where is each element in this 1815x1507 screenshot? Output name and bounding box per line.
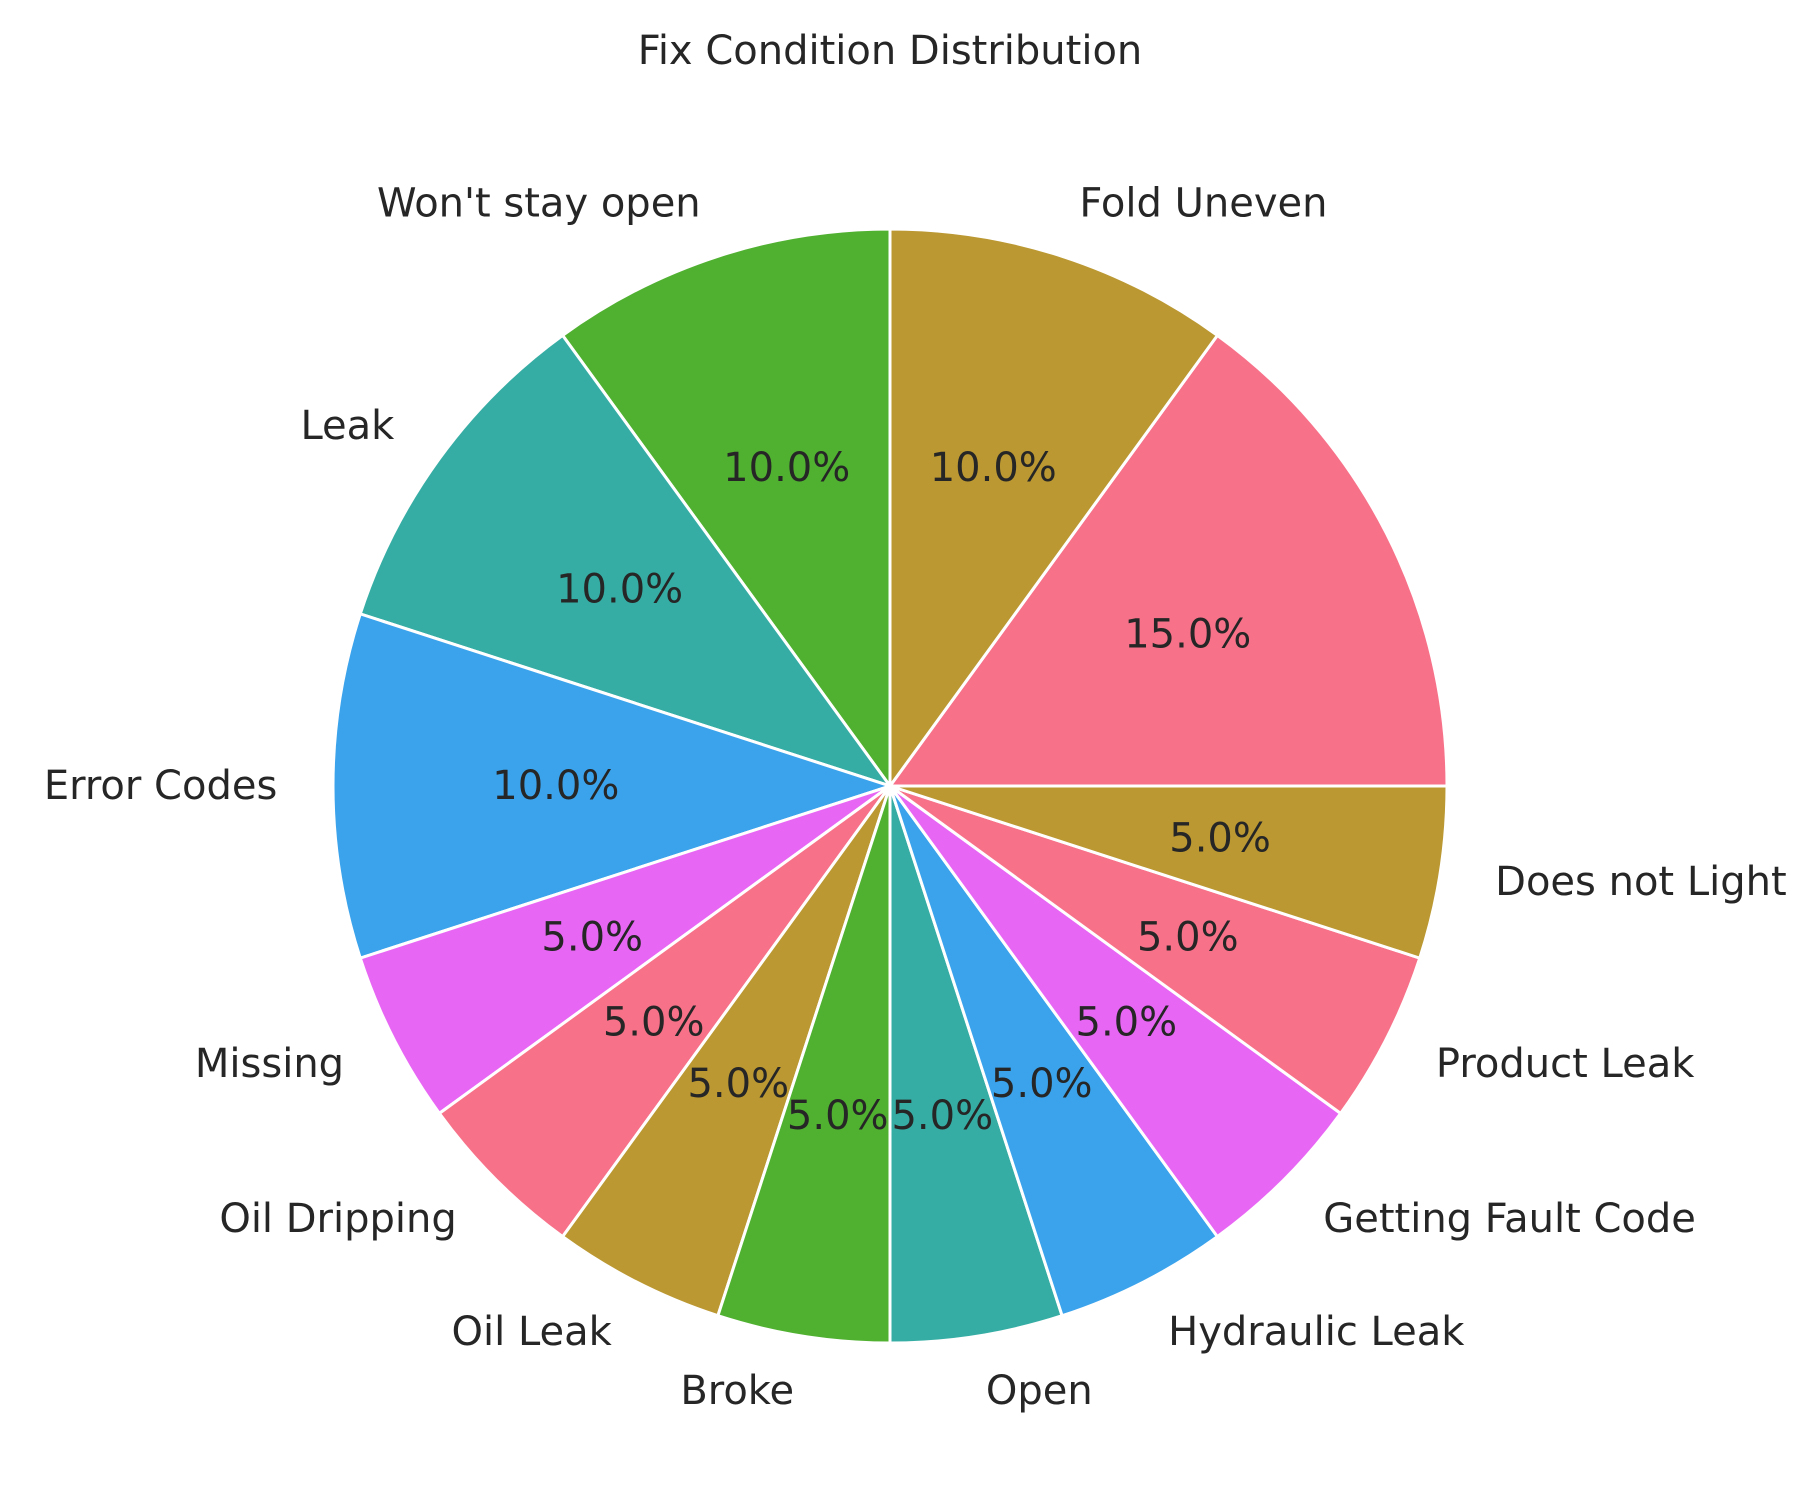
slice-category-label: Missing: [195, 1041, 344, 1087]
slice-category-label: Fold Uneven: [1079, 180, 1327, 226]
category-labels-layer: Fold Uneven Won't stay open Leak Error Code…: [44, 180, 1787, 1414]
slice-percent-label: 5.0%: [1169, 815, 1271, 861]
pie-slice: [888, 784, 1422, 1115]
pie-slice: [358, 784, 892, 1115]
slice-category-label: Won't stay open: [377, 180, 701, 226]
pie-slice: [888, 784, 1064, 1345]
slice-category-label: Hydraulic Leak: [1168, 1309, 1465, 1355]
slice-percent-label: 10.0%: [723, 445, 850, 491]
pie-slice: [561, 784, 892, 1318]
slice-percent-label: 10.0%: [492, 763, 619, 809]
slice-category-label: Open: [986, 1368, 1093, 1414]
slice-percent-label: 5.0%: [1076, 999, 1178, 1045]
slice-percent-label: 10.0%: [556, 567, 683, 613]
slice-category-label: Oil Dripping: [219, 1196, 456, 1242]
pie-slice: [888, 333, 1449, 788]
pie-slice: [888, 784, 1219, 1318]
slice-percent-label: 5.0%: [687, 1061, 789, 1107]
slices-layer: [331, 227, 1449, 1345]
chart-title: Fix Condition Distribution: [638, 28, 1143, 74]
slice-category-label: Broke: [680, 1368, 794, 1414]
slice-percent-label: 15.0%: [1124, 611, 1251, 657]
pie-slice: [358, 333, 892, 788]
slice-percent-label: 5.0%: [991, 1061, 1093, 1107]
slice-category-label: Product Leak: [1436, 1041, 1695, 1087]
slice-percent-label: 5.0%: [891, 1093, 993, 1139]
pie-slice: [888, 227, 1219, 788]
pie-slice: [888, 784, 1449, 960]
pie-slice: [561, 227, 892, 788]
slice-category-label: Leak: [300, 403, 395, 449]
pie-slice: [716, 784, 892, 1345]
slice-percent-label: 5.0%: [541, 915, 643, 961]
slice-category-label: Getting Fault Code: [1323, 1196, 1696, 1242]
slice-category-label: Oil Leak: [452, 1309, 613, 1355]
pie-slice: [331, 612, 892, 960]
slice-category-label: Error Codes: [44, 763, 277, 809]
slice-percent-label: 5.0%: [787, 1093, 889, 1139]
slice-category-label: Does not Light: [1495, 859, 1786, 905]
pie-slice: [888, 784, 1343, 1239]
slice-percent-label: 5.0%: [1137, 915, 1239, 961]
slice-percent-label: 5.0%: [603, 999, 705, 1045]
percent-labels-layer: 15.0%10.0%10.0%10.0%10.0%5.0%5.0%5.0%5.0…: [492, 445, 1271, 1139]
slice-percent-label: 10.0%: [930, 445, 1057, 491]
pie-slice: [437, 784, 892, 1239]
